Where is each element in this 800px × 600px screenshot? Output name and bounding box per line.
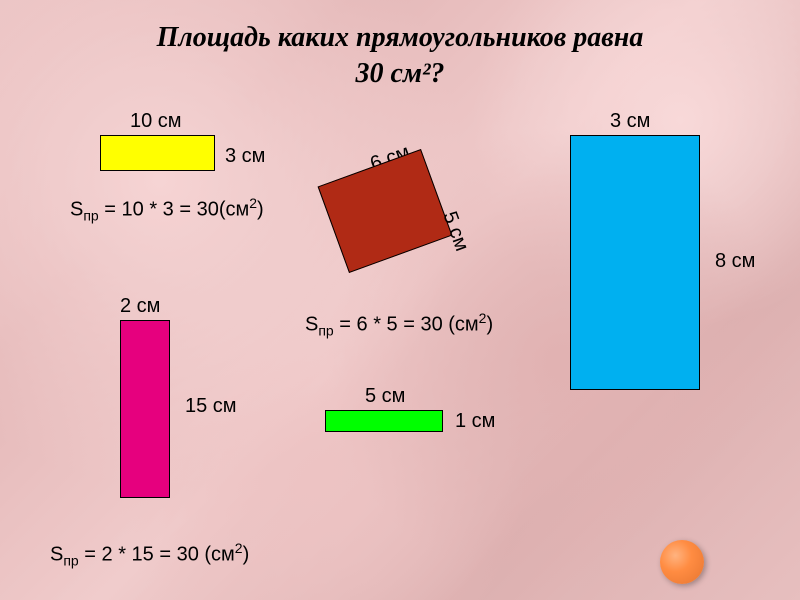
rect4-formula: Sпр = 2 * 15 = 30 (см2) (50, 540, 249, 569)
rect2-right-label: 5 см (437, 209, 472, 255)
rect4 (120, 320, 170, 498)
nav-dot[interactable] (660, 540, 704, 584)
rect1-formula: Sпр = 10 * 3 = 30(см2) (70, 195, 264, 224)
title-line1: Площадь каких прямоугольников равна (157, 22, 644, 53)
rect5 (325, 410, 443, 432)
rect3-top-label: 3 см (610, 110, 650, 133)
rect2-formula: Sпр = 6 * 5 = 30 (см2) (305, 310, 493, 339)
rect2 (318, 149, 453, 273)
rect5-top-label: 5 см (365, 385, 405, 408)
rect3-right-label: 8 см (715, 250, 755, 273)
page-title: Площадь каких прямоугольников равна 30 с… (0, 20, 800, 93)
rect5-right-label: 1 см (455, 410, 495, 433)
rect3 (570, 135, 700, 390)
title-line2: 30 см²? (355, 58, 444, 89)
rect1 (100, 135, 215, 171)
rect1-top-label: 10 см (130, 110, 182, 133)
rect4-top-label: 2 см (120, 295, 160, 318)
rect4-right-label: 15 см (185, 395, 237, 418)
rect1-right-label: 3 см (225, 145, 265, 168)
